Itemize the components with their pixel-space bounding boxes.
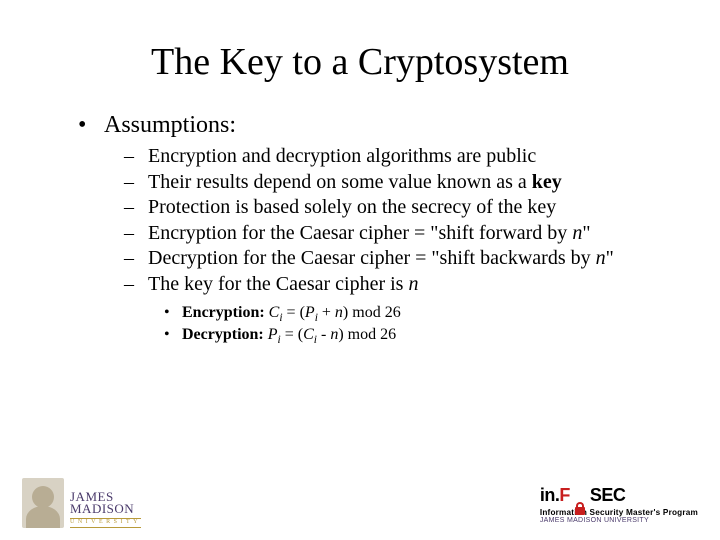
list-item: – Their results depend on some value kno… bbox=[124, 171, 660, 195]
formula-item: • Decryption: Pi = (Ci - n) mod 26 bbox=[164, 325, 660, 348]
slide: The Key to a Cryptosystem •Assumptions: … bbox=[0, 0, 720, 540]
list-item: – Decryption for the Caesar cipher = "sh… bbox=[124, 247, 660, 271]
list-item: – The key for the Caesar cipher is n bbox=[124, 273, 660, 297]
dash-icon: – bbox=[124, 196, 148, 220]
formula-text: Decryption: Pi = (Ci - n) mod 26 bbox=[182, 325, 396, 348]
infosec-logo: in.FSEC Information Security Master's Pr… bbox=[540, 485, 698, 524]
n-italic: n bbox=[596, 247, 606, 269]
jmu-logo: JAMES MADISON UNIVERSITY bbox=[22, 478, 141, 528]
dash-icon: – bbox=[124, 273, 148, 297]
key-bold: key bbox=[532, 171, 562, 193]
dash-icon: – bbox=[124, 145, 148, 169]
infosec-subtitle2: JAMES MADISON UNIVERSITY bbox=[540, 517, 698, 524]
infosec-subtitle: Information Security Master's Program bbox=[540, 508, 698, 517]
bullet-dot: • bbox=[164, 325, 182, 348]
dash-icon: – bbox=[124, 171, 148, 195]
footer: JAMES MADISON UNIVERSITY in.FSEC Informa… bbox=[0, 468, 720, 528]
dash-icon: – bbox=[124, 222, 148, 246]
formula-text: Encryption: Ci = (Pi + n) mod 26 bbox=[182, 303, 401, 326]
item-text: Decryption for the Caesar cipher = "shif… bbox=[148, 247, 660, 271]
n-italic: n bbox=[408, 273, 418, 295]
list-item: – Encryption and decryption algorithms a… bbox=[124, 145, 660, 169]
bullet-dot: • bbox=[78, 112, 104, 139]
list-item: – Protection is based solely on the secr… bbox=[124, 196, 660, 220]
n-italic: n bbox=[572, 222, 582, 244]
bullet-assumptions: •Assumptions: bbox=[78, 112, 660, 139]
item-text: Encryption and decryption algorithms are… bbox=[148, 145, 660, 169]
item-text: The key for the Caesar cipher is n bbox=[148, 273, 660, 297]
assumptions-text: Assumptions: bbox=[104, 112, 236, 138]
infosec-wordmark: in.FSEC bbox=[540, 485, 698, 506]
item-text: Their results depend on some value known… bbox=[148, 171, 660, 195]
item-text: Encryption for the Caesar cipher = "shif… bbox=[148, 222, 660, 246]
slide-title: The Key to a Cryptosystem bbox=[60, 40, 660, 84]
formula-list: • Encryption: Ci = (Pi + n) mod 26 • Dec… bbox=[164, 303, 660, 349]
formula-item: • Encryption: Ci = (Pi + n) mod 26 bbox=[164, 303, 660, 326]
sub-bullet-list: – Encryption and decryption algorithms a… bbox=[124, 145, 660, 297]
list-item: – Encryption for the Caesar cipher = "sh… bbox=[124, 222, 660, 246]
bullet-dot: • bbox=[164, 303, 182, 326]
item-text: Protection is based solely on the secrec… bbox=[148, 196, 660, 220]
dash-icon: – bbox=[124, 247, 148, 271]
jmu-text: JAMES MADISON UNIVERSITY bbox=[70, 491, 141, 528]
portrait-icon bbox=[22, 478, 64, 528]
